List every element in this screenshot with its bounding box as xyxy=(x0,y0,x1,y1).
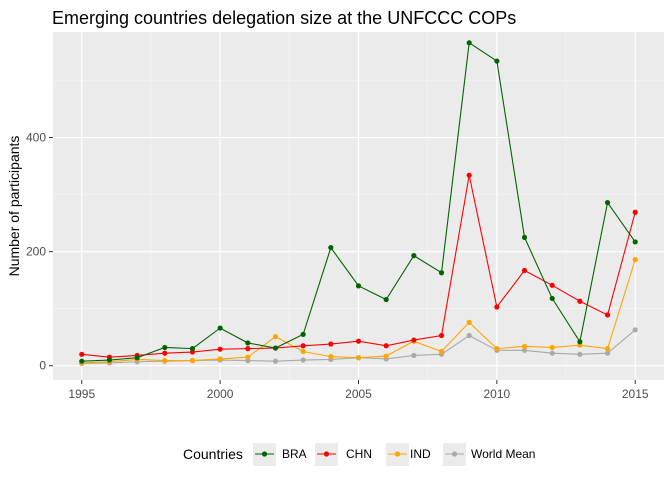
data-point-ind xyxy=(604,346,611,352)
data-point-world-mean xyxy=(272,358,279,364)
data-point-bra xyxy=(272,345,279,351)
y-tick-label: 400 xyxy=(26,131,46,145)
legend-item-ind: IND xyxy=(386,443,431,466)
data-point-world-mean xyxy=(411,352,417,359)
data-point-chn xyxy=(245,346,251,352)
data-point-world-mean xyxy=(604,350,611,356)
legend-key-point xyxy=(261,451,268,457)
data-point-chn xyxy=(411,337,417,343)
data-point-bra xyxy=(411,253,417,259)
data-point-chn xyxy=(494,304,500,310)
data-point-bra xyxy=(438,270,445,276)
legend-label-world-mean: World Mean xyxy=(471,447,535,461)
grid-lines xyxy=(53,32,664,380)
data-point-bra xyxy=(79,358,85,364)
data-point-ind xyxy=(549,344,555,351)
data-point-chn xyxy=(217,346,223,352)
data-point-chn xyxy=(577,298,583,304)
data-point-bra xyxy=(134,355,140,361)
data-point-bra xyxy=(300,331,306,337)
data-point-ind xyxy=(383,353,389,359)
data-point-chn xyxy=(79,351,85,357)
legend-item-world-mean: World Mean xyxy=(443,443,535,466)
data-point-chn xyxy=(328,341,334,347)
data-point-bra xyxy=(328,245,334,251)
data-point-bra xyxy=(494,58,500,64)
data-point-ind xyxy=(300,348,306,355)
data-point-ind xyxy=(355,355,362,361)
data-point-bra xyxy=(632,239,638,245)
legend: Countries BRA CHN IND World Mean xyxy=(183,443,535,466)
legend-item-chn: CHN xyxy=(315,443,372,466)
data-point-bra xyxy=(245,340,251,346)
data-point-ind xyxy=(521,343,528,349)
data-point-bra xyxy=(604,199,611,206)
data-point-chn xyxy=(466,172,472,178)
legend-key-point xyxy=(394,451,401,457)
data-point-ind xyxy=(494,346,500,352)
legend-title: Countries xyxy=(183,446,243,462)
series-group xyxy=(79,40,638,367)
x-tick-label: 2015 xyxy=(622,387,649,401)
chart-title: Emerging countries delegation size at th… xyxy=(52,8,517,28)
x-tick-label: 1995 xyxy=(68,387,95,401)
data-point-bra xyxy=(355,283,362,289)
x-tick-label: 2000 xyxy=(207,387,234,401)
data-point-bra xyxy=(466,40,472,46)
data-point-ind xyxy=(217,356,223,362)
data-point-chn xyxy=(162,350,168,356)
data-point-bra xyxy=(189,346,196,352)
data-point-bra xyxy=(162,344,168,351)
data-point-chn xyxy=(355,338,362,344)
legend-item-bra: BRA xyxy=(253,443,307,466)
y-axis-title: Number of participants xyxy=(6,136,22,277)
data-point-chn xyxy=(604,312,611,318)
data-point-bra xyxy=(217,325,223,331)
data-point-world-mean xyxy=(549,350,555,356)
data-point-world-mean xyxy=(632,327,638,333)
legend-key-point xyxy=(451,451,458,457)
y-tick-label: 0 xyxy=(39,359,46,373)
data-point-chn xyxy=(383,343,389,349)
data-point-chn xyxy=(521,267,528,274)
data-point-ind xyxy=(632,257,638,263)
series-chn xyxy=(79,172,638,360)
y-tick-label: 200 xyxy=(26,245,46,259)
data-point-bra xyxy=(549,295,555,302)
data-point-ind xyxy=(272,334,279,340)
data-point-ind xyxy=(245,354,251,360)
data-point-world-mean xyxy=(577,351,583,357)
legend-label-chn: CHN xyxy=(346,447,372,461)
legend-key-point xyxy=(323,451,330,457)
x-tick-label: 2010 xyxy=(484,387,511,401)
data-point-ind xyxy=(189,358,196,364)
data-point-bra xyxy=(106,357,113,363)
data-point-ind xyxy=(466,319,472,325)
data-point-world-mean xyxy=(466,332,472,339)
data-point-bra xyxy=(521,234,528,240)
legend-label-bra: BRA xyxy=(282,447,307,461)
data-point-ind xyxy=(162,358,168,364)
data-point-bra xyxy=(383,296,389,303)
data-point-chn xyxy=(549,282,555,288)
data-point-ind xyxy=(438,348,445,355)
data-point-chn xyxy=(632,209,638,215)
data-point-world-mean xyxy=(521,347,528,353)
data-point-bra xyxy=(577,339,583,345)
data-point-world-mean xyxy=(300,357,306,363)
series-bra xyxy=(79,40,638,364)
data-point-chn xyxy=(438,332,445,339)
x-tick-label: 2005 xyxy=(345,387,372,401)
data-point-ind xyxy=(328,354,334,360)
data-point-chn xyxy=(300,343,306,349)
legend-label-ind: IND xyxy=(410,447,431,461)
axes: 1995 2000 2005 2010 2015 0 200 400 xyxy=(26,131,649,401)
